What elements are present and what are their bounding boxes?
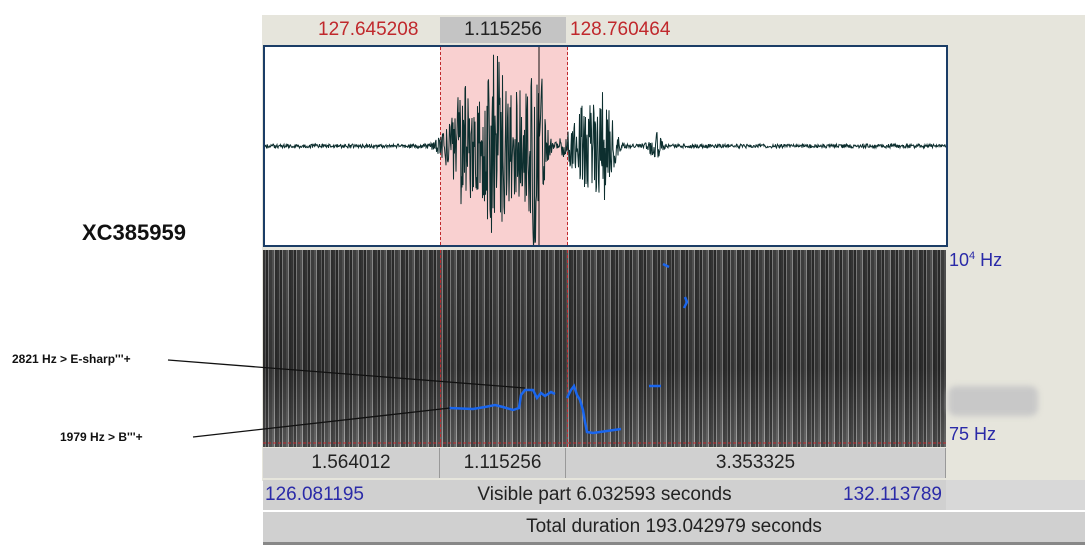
selection-end-time: 128.760464 — [570, 19, 671, 40]
visible-bar-filler — [946, 480, 1085, 510]
pitch-contour — [448, 388, 556, 412]
selection-start-time: 127.645208 — [318, 19, 419, 40]
visible-part-label: Visible part 6.032593 seconds — [477, 484, 732, 505]
segment-after-button[interactable]: 3.353325 — [566, 448, 946, 478]
pitch-overlay — [263, 262, 946, 444]
freq-max-label: 104 Hz — [949, 250, 1003, 270]
pitch-contour — [662, 262, 670, 269]
blurred-region — [948, 386, 1038, 416]
spectrogram-view[interactable] — [263, 250, 946, 447]
segment-selection-button[interactable]: 1.115256 — [440, 448, 566, 478]
waveform-plot — [265, 47, 946, 245]
visible-start-time: 126.081195 — [265, 484, 364, 505]
visible-part-bar[interactable]: 126.081195 Visible part 6.032593 seconds… — [263, 480, 946, 510]
waveform-line — [265, 54, 946, 245]
annotation-pointer — [192, 407, 451, 438]
annotation-lower: 1979 Hz > B'''+ — [60, 430, 143, 444]
waveform-view[interactable] — [263, 45, 948, 247]
annotation-pointer — [167, 359, 526, 389]
spectrogram-selection — [440, 250, 568, 447]
segment-row: 1.564012 1.115256 3.353325 — [263, 448, 946, 478]
pitch-contour — [682, 296, 689, 309]
total-duration-bar[interactable]: Total duration 193.042979 seconds — [263, 512, 1085, 545]
recording-id: XC385959 — [82, 220, 186, 245]
selection-duration-button[interactable]: 1.115256 — [440, 17, 566, 43]
pitch-contour — [565, 383, 622, 435]
annotation-upper: 2821 Hz > E-sharp'''+ — [12, 352, 131, 366]
visible-end-time: 132.113789 — [843, 484, 942, 505]
segment-before-button[interactable]: 1.564012 — [263, 448, 440, 478]
freq-min-label: 75 Hz — [949, 424, 997, 444]
